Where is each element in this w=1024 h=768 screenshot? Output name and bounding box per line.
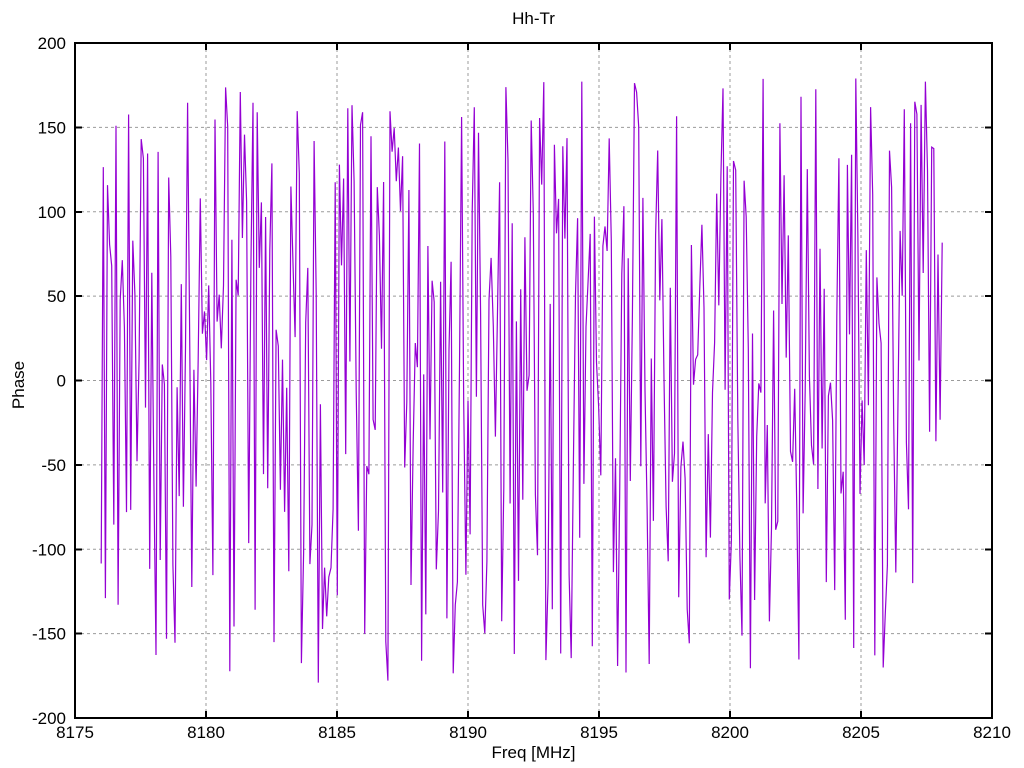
chart-title: Hh-Tr	[512, 9, 555, 28]
x-tick-label: 8200	[711, 723, 749, 742]
y-tick-label: -100	[32, 540, 66, 559]
x-tick-label: 8210	[973, 723, 1011, 742]
y-tick-label: -150	[32, 625, 66, 644]
phase-trace	[100, 78, 943, 683]
y-tick-label: 0	[57, 372, 66, 391]
y-tick-label: 200	[38, 34, 66, 53]
y-axis-label: Phase	[9, 361, 28, 409]
x-tick-label: 8190	[449, 723, 487, 742]
x-tick-label: 8205	[842, 723, 880, 742]
axes-and-ticks: 8175 8180 8185 8190 8195 8200 8205 8210 -200 -150…	[32, 34, 1011, 742]
y-tick-label: -200	[32, 709, 66, 728]
phase-trace-layer	[100, 78, 943, 683]
x-tick-label: 8185	[318, 723, 356, 742]
y-tick-label: 100	[38, 203, 66, 222]
y-tick-label: 150	[38, 118, 66, 137]
x-tick-label: 8175	[56, 723, 94, 742]
x-tick-label: 8195	[580, 723, 618, 742]
x-tick-label: 8180	[187, 723, 225, 742]
x-axis-label: Freq [MHz]	[491, 743, 575, 762]
y-tick-label: -50	[41, 456, 66, 475]
y-tick-label: 50	[47, 287, 66, 306]
